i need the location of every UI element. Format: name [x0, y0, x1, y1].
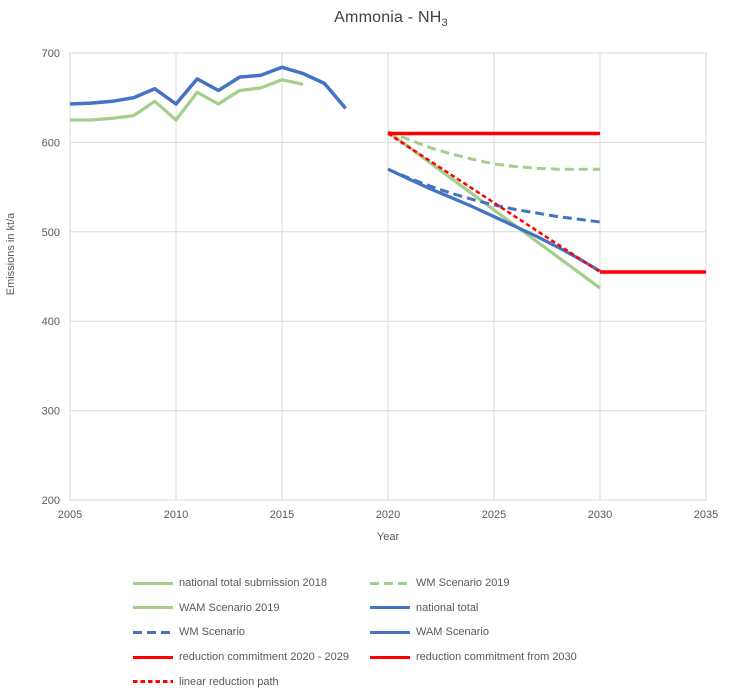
legend-item: WM Scenario 2019: [370, 577, 577, 589]
x-axis-title: Year: [377, 531, 400, 543]
chart-title-subscript: 3: [441, 17, 448, 30]
x-tick-label: 2015: [270, 509, 294, 521]
y-tick-label: 200: [42, 495, 60, 507]
legend-item: linear reduction path: [133, 676, 370, 688]
series-line: [387, 167, 601, 224]
legend-marker-line: [133, 680, 173, 684]
legend-marker-line: [133, 655, 173, 659]
chart-title-text: Ammonia - NH: [334, 9, 442, 26]
legend-label: national total: [416, 601, 479, 614]
legend-marker-line: [133, 630, 173, 634]
legend-item: WM Scenario: [133, 626, 370, 638]
x-tick-label: 2025: [482, 509, 506, 521]
emissions-line-chart: 200 300 400 500 600 700 2005 2010 2015 2020 2025 20…: [5, 48, 718, 543]
legend-marker-line: [133, 606, 173, 610]
chart-legend: national total submission 2018 WM Scenari…: [133, 571, 577, 694]
legend-marker-line: [370, 630, 410, 634]
series-line: [387, 130, 601, 290]
y-tick-label: 600: [42, 137, 60, 149]
legend-label: WAM Scenario: [416, 626, 489, 639]
series-line: [387, 132, 601, 274]
x-tick-label: 2005: [58, 509, 82, 521]
series-line: [387, 167, 601, 273]
y-axis-title: Emissions in kt/a: [5, 212, 17, 295]
legend-item: reduction commitment from 2030: [370, 651, 577, 663]
legend-marker-line: [370, 606, 410, 610]
legend-label: WM Scenario 2019: [416, 577, 510, 590]
legend-label: linear reduction path: [179, 675, 279, 688]
legend-label: reduction commitment 2020 - 2029: [179, 651, 349, 664]
legend-label: WM Scenario: [179, 626, 246, 639]
legend-item: national total submission 2018: [133, 577, 370, 589]
x-tick-label: 2010: [164, 509, 188, 521]
series-line: [69, 65, 347, 110]
chart-title: Ammonia - NH3: [0, 9, 730, 29]
y-tick-label: 300: [42, 406, 60, 418]
legend-item: national total: [370, 602, 577, 614]
legend-marker-line: [133, 581, 173, 585]
series-line: [70, 78, 304, 122]
y-tick-label: 400: [42, 316, 60, 328]
plot-border: [69, 52, 707, 501]
legend-item: reduction commitment 2020 - 2029: [133, 651, 370, 663]
legend-item: WAM Scenario 2019: [133, 602, 370, 614]
legend-marker-line: [370, 581, 410, 585]
x-tick-label: 2020: [376, 509, 400, 521]
x-tick-label: 2030: [588, 509, 612, 521]
legend-item: WAM Scenario: [370, 626, 577, 638]
legend-label: WAM Scenario 2019: [179, 601, 280, 614]
y-tick-label: 500: [42, 227, 60, 239]
legend-label: national total submission 2018: [179, 577, 327, 590]
x-tick-label: 2035: [694, 509, 718, 521]
y-tick-label: 700: [42, 48, 60, 60]
legend-marker-line: [370, 655, 410, 659]
legend-label: reduction commitment from 2030: [416, 651, 577, 664]
